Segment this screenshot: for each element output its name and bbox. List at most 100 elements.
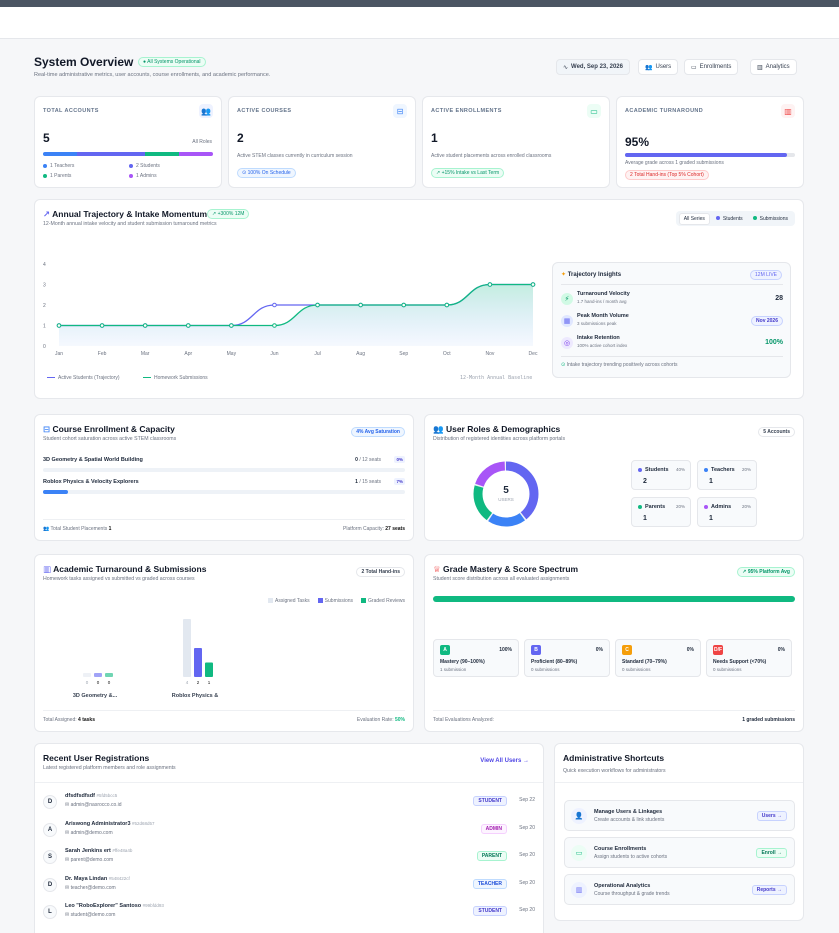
shortcut-users[interactable]: 👤 Manage Users & Linkages Create accounts …: [564, 800, 795, 831]
submission-point: [315, 302, 320, 308]
user-date: Sep 20: [519, 879, 535, 886]
kpi-desc: Active STEM classes currently in curricu…: [237, 153, 353, 159]
role-name: Admins: [704, 504, 731, 510]
role-badge: STUDENT: [473, 796, 507, 806]
grade-name: Standard (70–79%): [622, 659, 667, 665]
view-all-users-link[interactable]: View All Users →: [480, 758, 529, 764]
user-row[interactable]: S Sarah Jenkins ert #ffe48a4b ✉ parent@dem…: [35, 847, 543, 867]
academic-bar: [183, 619, 191, 677]
enrollment-subtitle: Student cohort saturation across active …: [43, 436, 177, 442]
user-date: Sep 22: [519, 797, 535, 803]
shortcut-enroll[interactable]: ▭ Course Enrollments Assign students to ac…: [564, 837, 795, 868]
y-tick-label: 3: [43, 283, 46, 289]
donut-slice-teachers: [473, 461, 539, 527]
submission-point: [142, 323, 148, 328]
user-row[interactable]: A Ariswong Administrator3 #52d68d57 ✉ admi…: [35, 820, 543, 840]
role-card-parents[interactable]: Parents 20% 1: [631, 497, 691, 527]
user-date: Sep 20: [519, 852, 535, 858]
role-badge: STUDENT: [473, 906, 507, 916]
kpi-desc: Active student placements across enrolle…: [431, 153, 552, 159]
card-icon: ▭: [691, 64, 697, 71]
trend-icon: ↗: [43, 209, 51, 219]
role-pct: 20%: [741, 504, 751, 509]
page-subtitle: Real-time administrative metrics, user a…: [34, 72, 271, 78]
bar-chart-icon: ▥: [781, 104, 795, 118]
nav-analytics-button[interactable]: ▥ Analytics: [750, 59, 797, 75]
status-badge: ● All Systems Operational: [138, 57, 206, 67]
user-row[interactable]: D Dr. Maya Lindan #548422cf ✉ teacher@demo…: [35, 875, 543, 895]
shortcut-button[interactable]: Users →: [756, 811, 787, 821]
bar-value-label: 4: [186, 680, 189, 685]
submission-point: [401, 302, 407, 308]
donut-label: USERS: [498, 497, 514, 502]
academic-bar: [194, 648, 202, 677]
role-card-admins[interactable]: Admins 20% 1: [697, 497, 757, 527]
platform-avg-badge: ↗ 95% Platform Avg: [737, 567, 795, 577]
recent-users-card: Recent User Registrations Latest registe…: [34, 743, 544, 933]
user-email: ✉ parent@demo.com: [65, 857, 114, 863]
donut-total: 5: [503, 485, 509, 496]
avatar: A: [43, 822, 57, 837]
academic-card: ▥ Academic Turnaround & Submissions 2 To…: [34, 554, 414, 732]
roles-distribution-bar: [43, 152, 213, 156]
y-tick-label: 1: [43, 324, 46, 330]
nav-enrollments-button[interactable]: ▭ Enrollments: [684, 59, 739, 75]
kpi-academic-turnaround: ACADEMIC TURNAROUND ▥ 95% Average grade …: [616, 96, 804, 188]
user-email: ✉ admin@demo.com: [65, 829, 113, 836]
role-count: 1: [709, 478, 713, 485]
shortcut-button[interactable]: Enroll →: [756, 848, 787, 858]
role-pct: 20%: [741, 467, 751, 472]
grades-subtitle: Student score distribution across all ev…: [433, 576, 570, 582]
grade-tier-df: D/F 0% Needs Support (<70%) 0 submissions: [706, 639, 792, 677]
turnaround-progress: [625, 153, 795, 157]
shortcut-sub: Assign students to active cohorts: [594, 854, 668, 860]
grade-letter: A: [440, 645, 450, 655]
kpi-active-courses: ACTIVE COURSES ⊟ 2 Active STEM classes c…: [228, 96, 416, 188]
kpi-label: TOTAL ACCOUNTS: [43, 108, 99, 114]
trajectory-badge: ↗ +300% 12M: [207, 209, 250, 219]
course-label: Roblox Physics &: [172, 693, 218, 699]
placements-footer: 👥 Total Student Placements 1: [43, 526, 112, 532]
kpi-value: 5: [43, 131, 50, 145]
avatar: L: [43, 905, 57, 919]
grade-count: 0 submissions: [622, 667, 651, 672]
user-add-icon: 👤: [571, 808, 587, 824]
filter-students[interactable]: Students: [712, 214, 747, 224]
role-name: Students: [638, 467, 669, 473]
role-card-teachers[interactable]: Teachers 20% 1: [697, 460, 757, 490]
filter-submissions[interactable]: Submissions: [749, 214, 792, 224]
grade-name: Proficient (80–89%): [531, 659, 578, 665]
date-button[interactable]: ∿ Wed, Sep 23, 2026: [556, 59, 630, 75]
kpi-total-accounts: TOTAL ACCOUNTS 👥 5 All Roles 1 Teachers …: [34, 96, 222, 188]
kpi-active-enrollments: ACTIVE ENROLLMENTS ▭ 1 Active student pl…: [422, 96, 610, 188]
x-tick-label: Sep: [399, 351, 408, 357]
evaluations-footer: Total Evaluations Analyzed:: [433, 717, 494, 723]
x-tick-label: Oct: [443, 351, 451, 357]
role-card-students[interactable]: Students 40% 2: [631, 460, 691, 490]
shortcut-button[interactable]: Reports →: [751, 885, 787, 895]
nav-users-button[interactable]: 👥 Users: [638, 59, 679, 75]
shortcut-reports[interactable]: ▥ Operational Analytics Course throughput …: [564, 874, 795, 905]
schedule-badge: ⊙ 100% On Schedule: [237, 168, 296, 178]
x-tick-label: Apr: [184, 351, 192, 357]
kpi-value: 1: [431, 131, 438, 145]
grade-name: Mastery (90–100%): [440, 659, 485, 665]
grade-pct: 0%: [686, 647, 694, 653]
grade-name: Needs Support (<70%): [713, 659, 767, 665]
role-name: Parents: [638, 504, 665, 510]
avatar: S: [43, 850, 57, 864]
kpi-value: 2: [237, 131, 244, 145]
user-row[interactable]: L Leo "RoboExplorer" Santoso #99bfdd93 ✉ s…: [35, 902, 543, 922]
baseline-label: 12-Month Annual Baseline: [460, 375, 533, 381]
filter-all[interactable]: All Series: [678, 212, 710, 225]
insight-peak: ▦ Peak Month Volume 3 submissions peak N…: [561, 313, 783, 331]
course-icon: ⊟: [393, 104, 407, 118]
roles-subtitle: Distribution of registered identities ac…: [433, 436, 566, 442]
role-pct: 20%: [675, 504, 685, 509]
shortcut-name: Manage Users & Linkages: [594, 809, 663, 815]
academic-legend: Assigned Tasks Submissions Graded Review…: [268, 598, 405, 604]
academic-bar-chart: 0 0 0 3D Geometry &... 4 2 1 Roblox Physics &: [73, 619, 218, 699]
pulse-icon: ∿: [563, 64, 569, 71]
legend-admins: 1 Admins: [129, 173, 157, 179]
